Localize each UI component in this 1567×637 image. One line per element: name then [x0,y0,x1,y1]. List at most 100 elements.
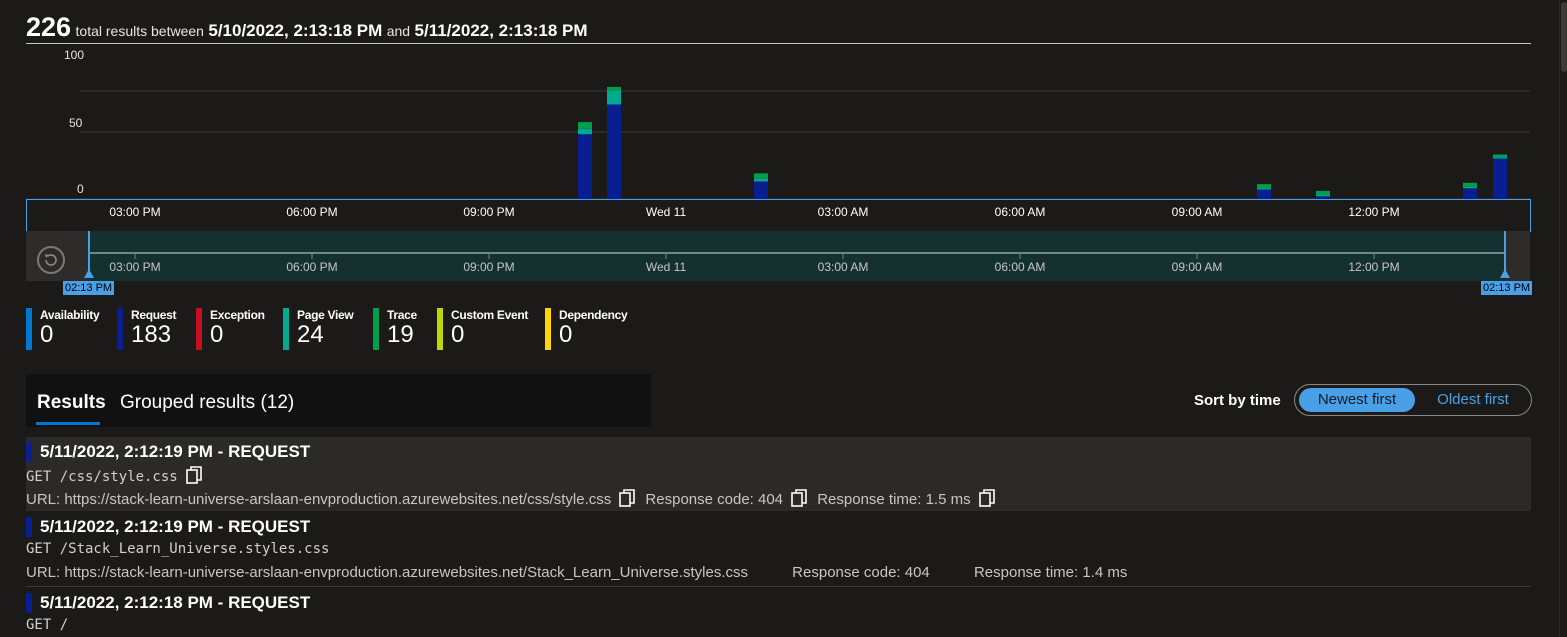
x-tick-label: 03:00 PM [109,205,160,219]
copy-icon[interactable] [791,489,807,507]
undo-icon [45,254,57,266]
x-tick-label: 09:00 AM [1172,205,1223,219]
bar-request[interactable] [1316,196,1330,199]
bar-request[interactable] [578,134,592,199]
results-summary: 226 total results between 5/10/2022, 2:1… [26,12,1531,44]
result-row[interactable]: 5/11/2022, 2:12:19 PM - REQUEST GET /css… [26,437,1531,511]
legend-label: Availability [40,308,100,322]
bar-trace[interactable] [1463,182,1477,187]
bar-page-view[interactable] [578,128,592,135]
result-title[interactable]: 5/11/2022, 2:12:18 PM - REQUEST [26,593,310,613]
result-path: GET /Stack_Learn_Universe.styles.css [26,541,330,557]
legend-count: 24 [297,321,324,348]
result-response-code: Response code: 404 [792,564,930,581]
copy-icon[interactable] [619,489,636,507]
x-tick-label: 06:00 PM [286,205,337,219]
legend-custom-event[interactable]: Custom Event 0 [437,308,528,350]
legend-request[interactable]: Request 183 [117,308,177,350]
tab-results[interactable]: Results [37,392,106,413]
x-tick-label: 03:00 AM [818,205,869,219]
total-count: 226 [26,12,72,42]
legend-label: Dependency [559,308,628,322]
bar-trace[interactable] [1257,184,1271,189]
brush-x-tick-label: 06:00 PM [286,260,337,274]
legend-label: Page View [297,308,354,322]
bar-page-view[interactable] [607,91,621,105]
bar-trace[interactable] [607,86,621,91]
legend-label: Trace [387,308,417,322]
result-title[interactable]: 5/11/2022, 2:12:19 PM - REQUEST [26,442,310,462]
result-url: URL: https://stack-learn-universe-arslaa… [26,564,748,581]
legend-count: 0 [559,321,573,348]
brush-start-label: 02:13 PM [63,281,115,295]
brush-x-tick-label: 12:00 PM [1348,260,1399,274]
result-url: URL: https://stack-learn-universe-arslaa… [26,491,612,508]
brush-handle-left-icon[interactable] [84,269,94,278]
tab-grouped-results[interactable]: Grouped results (12) [120,392,295,413]
legend-availability[interactable]: Availability 0 [26,308,100,350]
result-row[interactable]: 5/11/2022, 2:12:19 PM - REQUEST GET /Sta… [26,512,1531,587]
legend-count: 19 [387,321,414,348]
bar-trace[interactable] [1493,154,1507,158]
y-tick-label: 0 [77,182,84,196]
result-path: GET / [26,617,69,633]
oldest-first-button[interactable]: Oldest first [1437,391,1509,408]
bar-request[interactable] [607,104,621,200]
result-title[interactable]: 5/11/2022, 2:12:19 PM - REQUEST [26,517,310,537]
legend-dependency[interactable]: Dependency 0 [545,308,628,350]
result-response-code: Response code: 404 [645,491,784,508]
y-tick-label: 50 [69,116,83,130]
bar-page-view[interactable] [1316,194,1330,197]
bar-page-view[interactable] [754,178,768,182]
result-response-time: Response time: 1.4 ms [973,564,1128,581]
bar-request[interactable] [1257,189,1271,199]
brush-x-tick-label: 09:00 AM [1172,260,1223,274]
start-time: 5/10/2022, 2:13:18 PM [208,21,383,40]
legend-trace[interactable]: Trace 19 [373,308,417,350]
legend-exception[interactable]: Exception 0 [196,308,265,350]
legend-label: Exception [210,308,265,322]
scrollbar-thumb[interactable] [1561,2,1567,72]
reset-zoom-button[interactable] [37,246,65,274]
result-meta: URL: https://stack-learn-universe-arslaa… [26,489,1001,508]
brush-x-tick-label: 03:00 PM [109,260,160,274]
and-text: and [386,23,411,39]
legend-count: 0 [210,321,224,348]
copy-icon[interactable] [978,489,995,507]
result-path: GET /css/style.css [26,466,208,485]
bar-page-view[interactable] [1463,186,1477,189]
result-response-time: Response time: 1.5 ms [817,491,971,508]
x-tick-label: 09:00 PM [463,205,514,219]
sort-label: Sort by time [1194,392,1281,409]
bar-request[interactable] [754,181,768,199]
legend-label: Custom Event [451,308,529,322]
brush-x-tick-label: 09:00 PM [463,260,514,274]
legend-count: 183 [131,321,172,348]
bar-page-view[interactable] [1493,157,1507,159]
brush-x-tick-label: Wed 11 [646,260,687,274]
brush-handle-right-icon[interactable] [1500,269,1510,278]
end-time: 5/11/2022, 2:13:18 PM [414,21,588,40]
bar-trace[interactable] [578,122,592,129]
newest-first-button[interactable]: Newest first [1299,388,1415,412]
legend-label: Request [131,308,177,322]
result-path-text: GET /css/style.css [26,469,178,485]
bar-trace[interactable] [754,173,768,179]
active-tab-indicator [36,422,100,425]
bar-request[interactable] [1493,158,1507,200]
legend-count: 0 [451,321,465,348]
between-text: total results between [75,23,204,39]
results-histogram[interactable]: 100 50 0 03:00 PM 06:00 PM 09:00 PM Wed 11 0… [26,44,1532,284]
legend-page-view[interactable]: Page View 24 [283,308,354,350]
results-tabs: Results Grouped results (12) [26,374,651,427]
result-row[interactable]: 5/11/2022, 2:12:18 PM - REQUEST GET / [26,588,1531,637]
x-tick-label: 12:00 PM [1348,205,1399,219]
page-scrollbar[interactable] [1559,0,1567,637]
copy-icon[interactable] [185,466,202,484]
result-meta: URL: https://stack-learn-universe-arslaa… [26,564,1127,581]
bar-trace[interactable] [1316,190,1330,195]
bar-request[interactable] [1463,188,1477,199]
brush-selection[interactable] [89,231,1505,281]
brush-x-tick-label: 03:00 AM [818,260,869,274]
bar-page-view[interactable] [1257,188,1271,190]
